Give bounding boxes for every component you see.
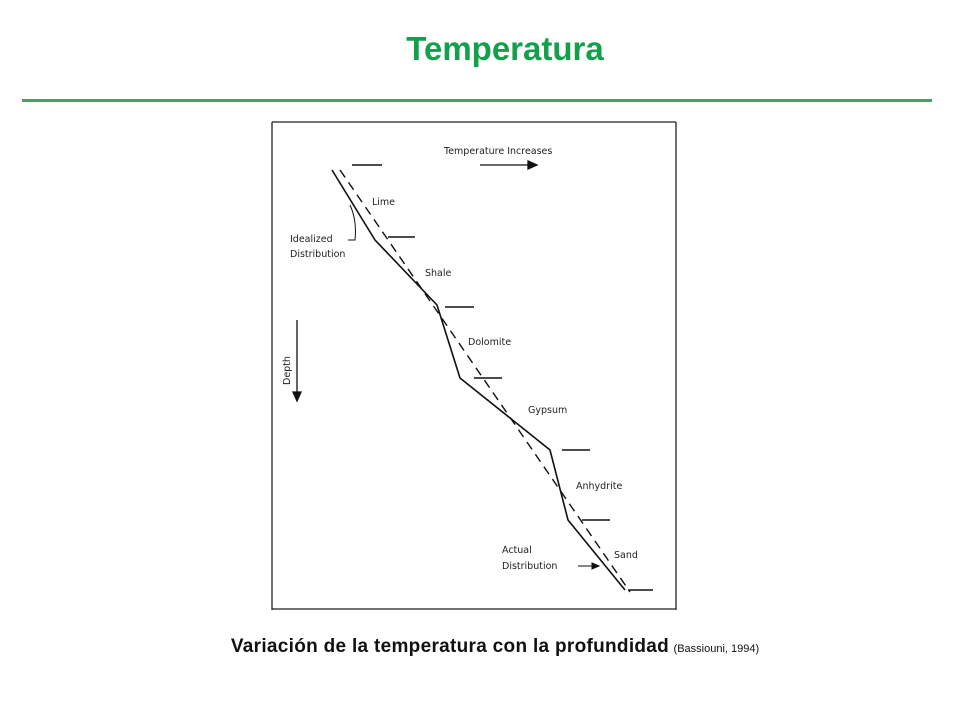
layer-label: Anhydrite bbox=[576, 481, 622, 492]
depth-label: Depth bbox=[282, 356, 293, 385]
actual-label-line: Actual bbox=[502, 545, 532, 556]
layer-boundaries bbox=[352, 164, 653, 591]
layer-label: Lime bbox=[372, 197, 395, 208]
depth-arrow bbox=[291, 320, 303, 403]
caption-source: (Bassiouni, 1994) bbox=[673, 643, 760, 655]
actual-label-line: Distribution bbox=[502, 561, 557, 572]
layer-label: Gypsum bbox=[528, 405, 567, 416]
idealized-label-line: Distribution bbox=[290, 249, 345, 260]
actual-distribution-line bbox=[331, 169, 626, 591]
idealized-label-line: Idealized bbox=[290, 234, 333, 245]
temperature-arrow bbox=[480, 159, 539, 171]
temperature-label: Temperature Increases bbox=[443, 146, 552, 157]
frame bbox=[271, 121, 677, 610]
slide-title: Temperatura bbox=[406, 30, 604, 67]
caption: Variación de la temperatura con la profu… bbox=[0, 636, 960, 658]
layer-label: Dolomite bbox=[468, 337, 511, 348]
idealized-distribution-line bbox=[339, 169, 631, 593]
title-rule bbox=[22, 99, 932, 102]
layer-label: Sand bbox=[614, 550, 638, 561]
idealized-leader bbox=[348, 204, 356, 241]
caption-text: Variación de la temperatura con la profu… bbox=[230, 636, 670, 657]
actual-leader bbox=[578, 562, 601, 570]
layer-label: Shale bbox=[425, 268, 452, 279]
